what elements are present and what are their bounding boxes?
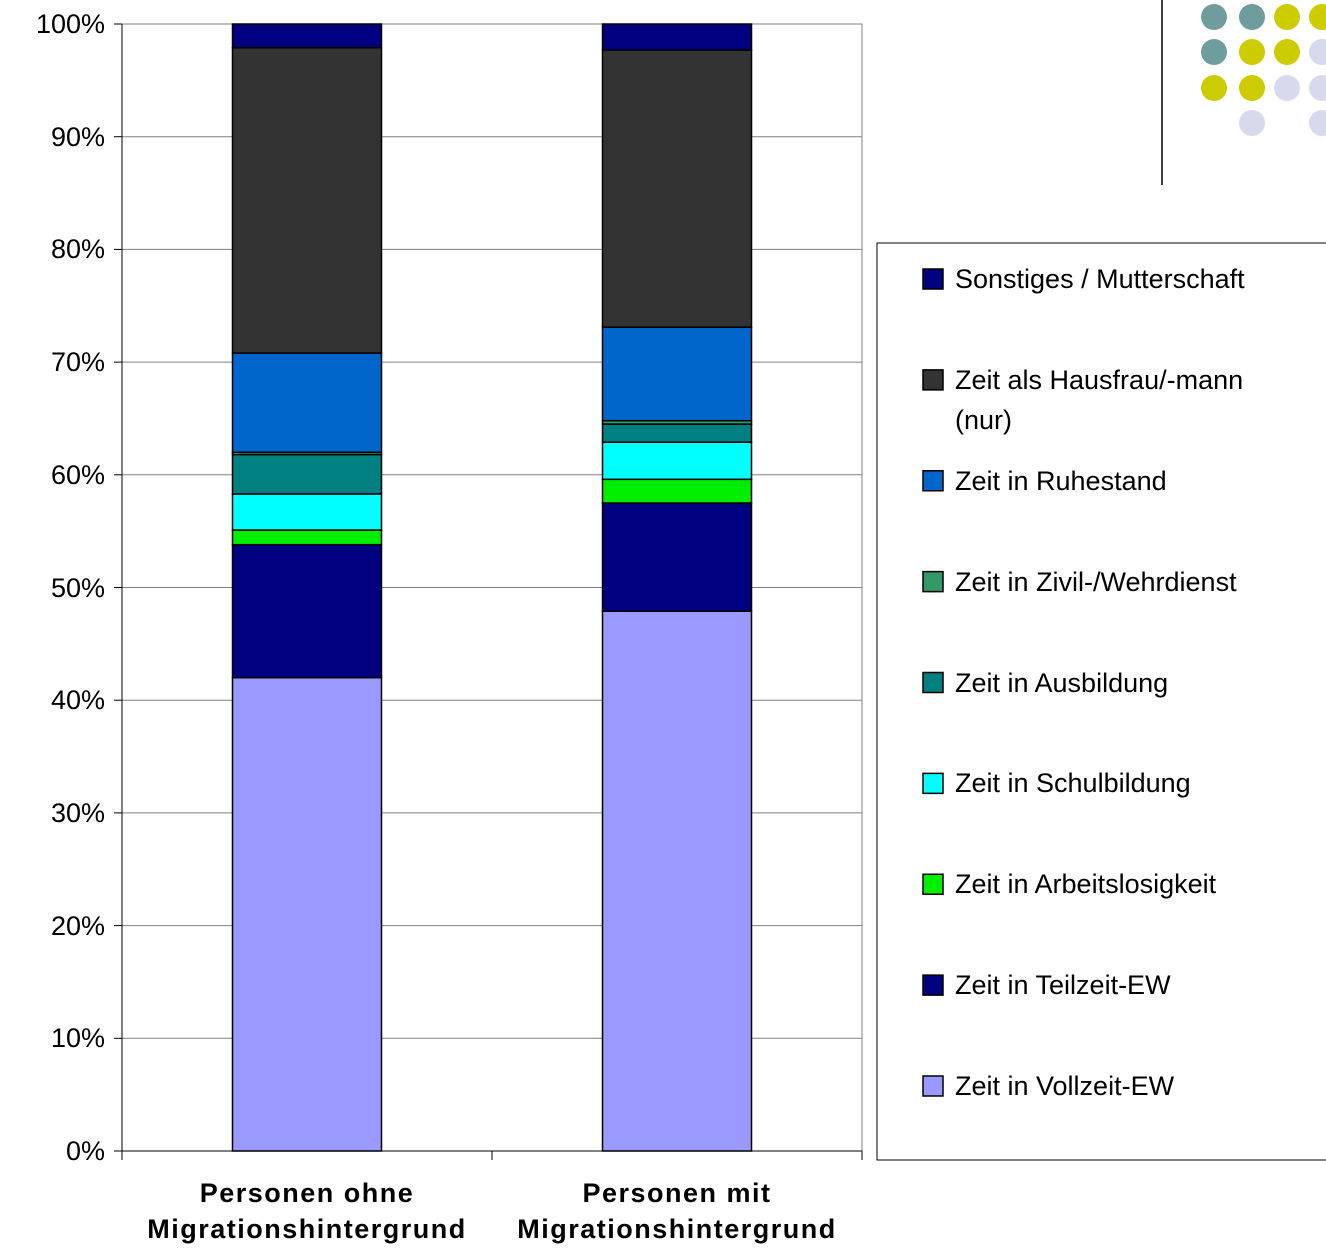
bar-segment (601, 326, 753, 422)
legend-swatch (922, 1075, 944, 1097)
x-tick-label: Personen mit Migrationshintergrund (517, 1178, 837, 1244)
legend-swatch (922, 570, 944, 593)
y-tick-label: 10% (50, 1023, 105, 1054)
bar-segment (601, 478, 753, 504)
bar-segment (601, 441, 753, 481)
legend-box (876, 242, 1326, 1161)
legend-label: Zeit als Hausfrau/-mann (nur) (955, 364, 1244, 435)
bar-segment (231, 352, 383, 454)
y-tick-label: 50% (50, 572, 105, 603)
y-tick-label: 100% (35, 9, 105, 39)
legend-label: Zeit in Zivil-/Wehrdienst (955, 566, 1237, 597)
bar-segment (231, 453, 383, 495)
legend-swatch (922, 974, 944, 996)
bar-segment (601, 502, 753, 612)
bar-segment (601, 49, 753, 328)
bar-segment (231, 529, 383, 546)
bar-segment (231, 23, 383, 49)
y-tick-label: 30% (50, 797, 105, 828)
y-tick-label: 40% (50, 685, 105, 716)
legend-label: Zeit in Arbeitslosigkeit (955, 869, 1217, 900)
y-tick-label: 0% (65, 1136, 105, 1166)
bar-segment (231, 46, 383, 354)
bar-segment (601, 423, 753, 443)
bar-segment (601, 23, 753, 51)
legend-label: Zeit in Teilzeit-EW (955, 970, 1171, 1001)
legend-label: Zeit in Vollzeit-EW (955, 1071, 1175, 1101)
y-tick-label: 20% (50, 910, 105, 941)
legend-swatch (922, 772, 944, 795)
y-tick-label: 70% (50, 347, 105, 378)
bar-segment (231, 493, 383, 531)
legend-label: Zeit in Schulbildung (955, 768, 1191, 799)
legend-swatch (922, 470, 944, 492)
legend-label: Zeit in Ruhestand (955, 465, 1167, 496)
legend-swatch (922, 268, 944, 290)
legend-swatch (922, 873, 944, 895)
y-tick-label: 60% (50, 459, 105, 490)
bar-segment (231, 676, 383, 1152)
y-tick-label: 90% (50, 121, 105, 152)
legend-label: Zeit in Ausbildung (955, 667, 1169, 698)
legend-label: Sonstiges / Mutterschaft (955, 264, 1245, 294)
legend-swatch (922, 369, 944, 391)
y-tick-label: 80% (50, 234, 105, 265)
bar-segment (601, 610, 753, 1152)
legend-swatch (922, 671, 944, 694)
x-tick-label: Personen ohne Migrationshintergrund (147, 1178, 467, 1244)
decor-dots (1201, 4, 1326, 136)
bar-segment (231, 543, 383, 679)
